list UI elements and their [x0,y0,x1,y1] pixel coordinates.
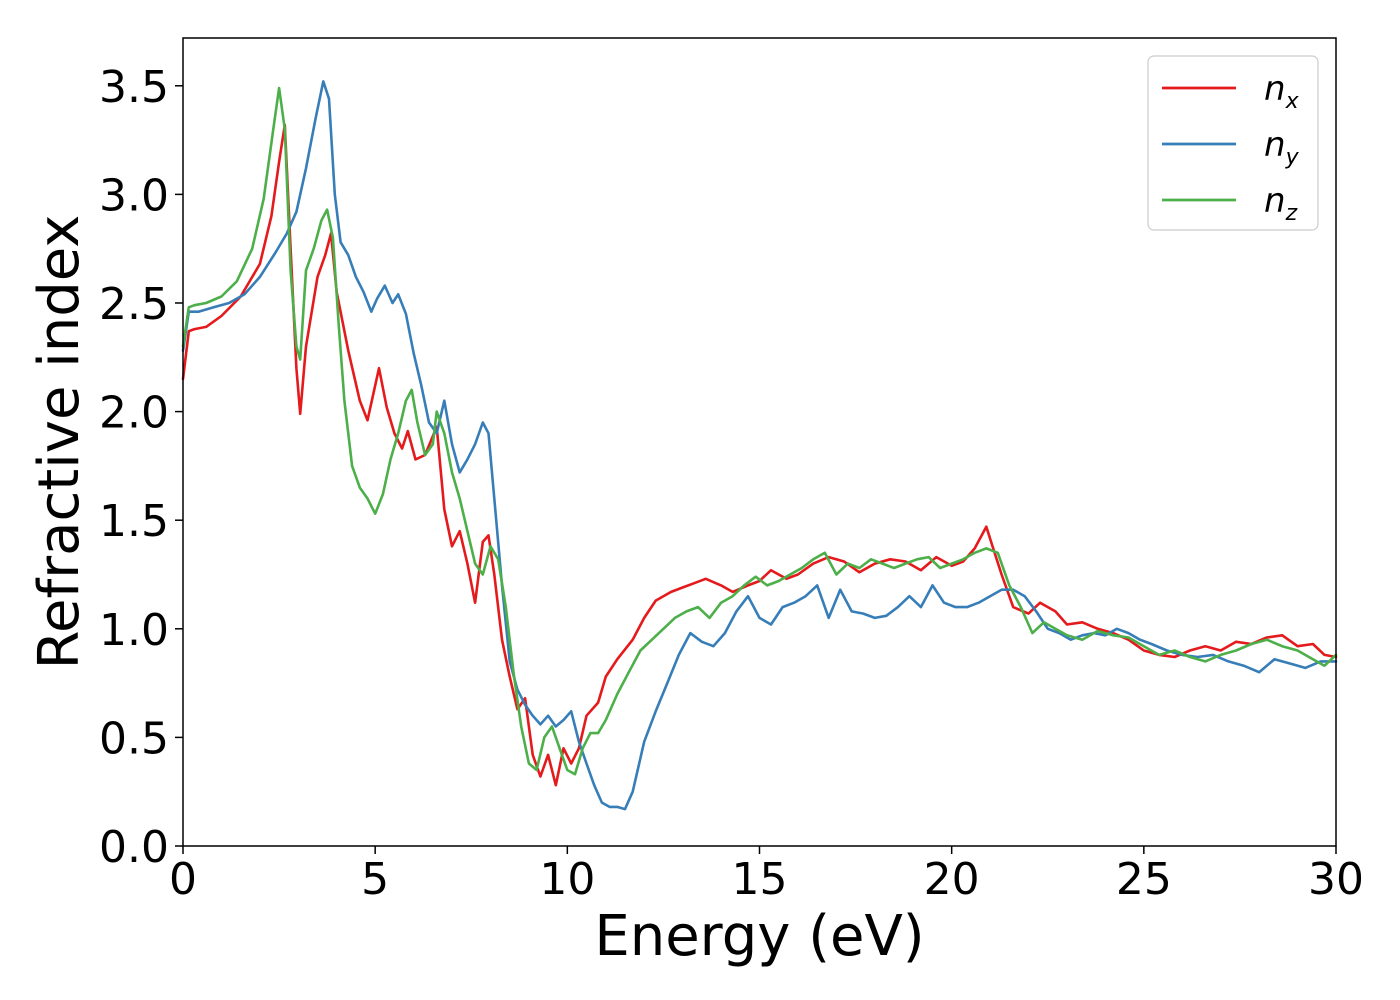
y-tick-label: 0.0 [99,822,169,873]
x-tick-label: 15 [732,854,788,905]
x-axis-title: Energy (eV) [594,904,924,969]
ticks-layer: 0 5 10 15 20 25 30 0.0 0.5 1.0 1.5 2.0 2.5 3.0 3.5 [99,62,1364,905]
y-tick-label: 2.5 [99,279,169,330]
y-tick-label: 0.5 [99,713,169,764]
x-tick-label: 0 [169,854,197,905]
y-tick-label: 3.5 [99,62,169,113]
legend: nx ny nz [1147,55,1319,231]
series-line-n-x [181,123,1338,787]
y-axis-title: Refractive index [27,215,92,670]
legend-label: nx [1264,69,1300,114]
y-tick-label: 2.0 [99,388,169,439]
y-tick-label: 3.0 [99,170,169,221]
series-layer [181,80,1338,811]
y-tick-label: 1.0 [99,605,169,656]
legend-label: nz [1264,181,1298,226]
x-tick-label: 20 [924,854,980,905]
x-tick-label: 5 [361,854,389,905]
y-tick-label: 1.5 [99,496,169,547]
series-line-n-z [181,86,1338,776]
legend-label: ny [1264,125,1300,170]
x-tick-label: 10 [539,854,595,905]
x-tick-label: 30 [1308,854,1364,905]
x-tick-label: 25 [1116,854,1172,905]
